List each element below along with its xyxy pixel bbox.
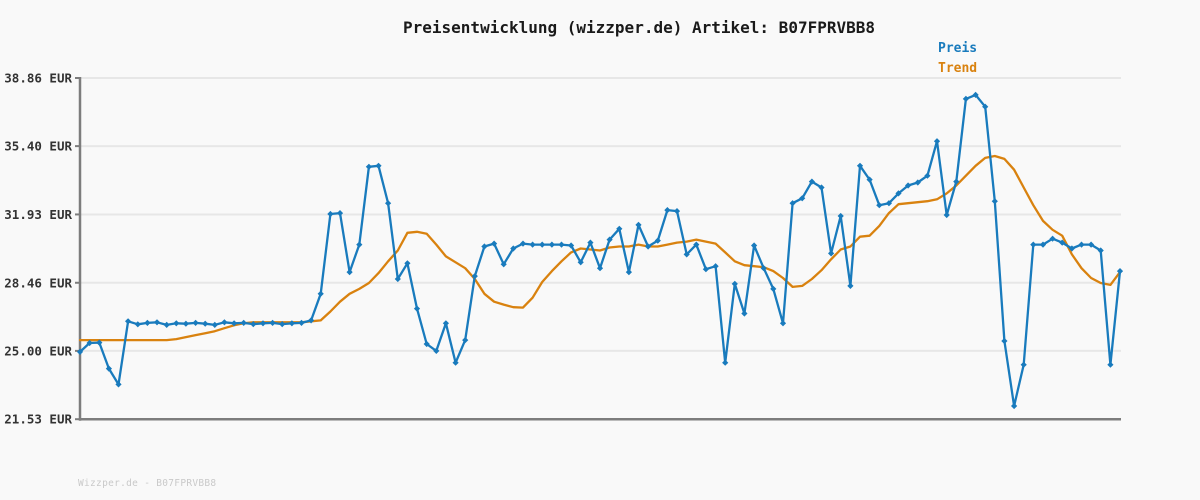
y-axis-label: 35.40 EUR <box>4 139 72 154</box>
y-axis-label: 21.53 EUR <box>4 412 72 427</box>
y-axis-label: 28.46 EUR <box>4 275 72 290</box>
watermark: Wizzper.de - B07FPRVBB8 <box>78 478 217 489</box>
y-axis-label: 25.00 EUR <box>4 343 72 358</box>
legend-item-trend: Trend <box>938 61 978 76</box>
y-axis-label: 38.86 EUR <box>4 71 72 86</box>
chart-title: Preisentwicklung (wizzper.de) Artikel: B… <box>403 18 876 37</box>
trend-line <box>78 154 1122 342</box>
legend: Preis Trend <box>938 39 977 79</box>
y-axis-label: 31.93 EUR <box>4 207 72 222</box>
legend-item-preis: Preis <box>938 41 978 56</box>
